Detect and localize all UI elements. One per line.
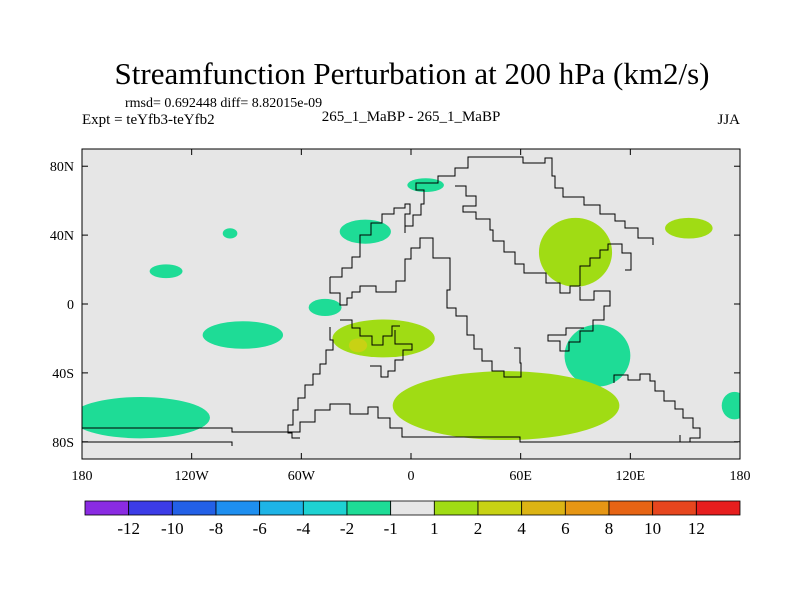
- colorbar: -12 -10 -8 -6 -4 -2 -1 1 2 4 6 8 10 12: [84, 500, 741, 538]
- colorbar-swatch: [564, 500, 610, 516]
- run-label: 265_1_MaBP - 265_1_MaBP: [322, 109, 501, 125]
- coastlines: [82, 156, 738, 446]
- colorbar-label: 10: [644, 519, 661, 538]
- colorbar-swatch: [128, 500, 173, 516]
- coastline-africa: [329, 237, 522, 378]
- stats-line: rmsd= 0.692448 diff= 8.82015e-09: [125, 96, 322, 111]
- contour-region-positive: [332, 319, 435, 358]
- x-tick-label: 180: [730, 469, 751, 484]
- colorbar-swatch: [171, 500, 217, 516]
- contour-region-negative: [149, 264, 183, 279]
- colorbar-label: -1: [384, 519, 398, 538]
- x-tick-label: 60W: [288, 469, 316, 484]
- y-axis: 80N 40N 0 40S 80S: [50, 160, 740, 451]
- coastline-australia: [613, 373, 701, 443]
- contour-region-positive: [538, 217, 613, 287]
- contour-regions: [82, 178, 740, 441]
- y-tick-label: 80N: [50, 160, 74, 175]
- colorbar-swatch: [84, 500, 130, 516]
- contour-region-positive: [392, 371, 620, 441]
- y-tick-label: 0: [67, 298, 74, 313]
- coastline-asia-inner: [455, 185, 632, 294]
- contour-region-negative: [82, 397, 210, 439]
- colorbar-swatch: [346, 500, 392, 516]
- colorbar-swatch: [302, 500, 348, 516]
- colorbar-label: 8: [605, 519, 614, 538]
- x-tick-label: 120E: [616, 469, 646, 484]
- colorbar-swatch: [433, 500, 479, 516]
- plot-area: 180 120W 60W 0 60E 120E 180 80N 40N 0 40S 80S: [50, 148, 751, 484]
- colorbar-label: -6: [253, 519, 267, 538]
- coastline-americas: [330, 156, 654, 278]
- contour-region-positive-strong: [348, 338, 368, 353]
- y-tick-label: 40N: [50, 229, 74, 244]
- colorbar-label: 12: [688, 519, 705, 538]
- coastline-antarctica: [82, 403, 738, 443]
- colorbar-label: 6: [561, 519, 570, 538]
- colorbar-label: -10: [161, 519, 184, 538]
- colorbar-swatch: [390, 500, 435, 516]
- contour-region-negative: [564, 324, 631, 387]
- chart-title: Streamfunction Perturbation at 200 hPa (…: [115, 56, 710, 91]
- x-axis: 180 120W 60W 0 60E 120E 180: [72, 149, 751, 484]
- contour-region-negative: [339, 219, 391, 244]
- colorbar-label: 4: [517, 519, 526, 538]
- colorbar-label: -4: [296, 519, 311, 538]
- contour-region-negative: [308, 298, 342, 317]
- colorbar-swatch: [608, 500, 654, 516]
- colorbar-swatch: [695, 500, 741, 516]
- coastline-antarctic-peninsula: [82, 441, 233, 446]
- y-tick-label: 40S: [52, 367, 74, 382]
- x-tick-label: 0: [408, 469, 415, 484]
- y-tick-label: 80S: [52, 436, 74, 451]
- contour-region-negative: [202, 321, 284, 349]
- colorbar-swatch: [521, 500, 566, 516]
- x-tick-label: 120W: [175, 469, 210, 484]
- experiment-label: Expt = teYfb3-teYfb2: [82, 112, 215, 128]
- colorbar-label: -12: [117, 519, 140, 538]
- season-label: JJA: [717, 112, 740, 128]
- contour-region-negative: [222, 228, 238, 239]
- contour-region-positive: [665, 217, 713, 239]
- x-tick-label: 60E: [509, 469, 532, 484]
- coastline-small-islands: [340, 319, 400, 346]
- colorbar-label: -8: [209, 519, 223, 538]
- colorbar-label: -2: [340, 519, 354, 538]
- colorbar-label: 2: [474, 519, 483, 538]
- colorbar-label: 1: [430, 519, 439, 538]
- colorbar-swatch: [652, 500, 697, 516]
- colorbar-swatch: [259, 500, 304, 516]
- coastline-south-america-east: [370, 330, 413, 378]
- x-tick-label: 180: [72, 469, 93, 484]
- colorbar-swatch: [215, 500, 261, 516]
- coastline-south-america: [287, 327, 334, 439]
- contour-region-negative: [721, 391, 740, 420]
- coastline-south-asia: [547, 287, 611, 352]
- colorbar-swatch: [477, 500, 523, 516]
